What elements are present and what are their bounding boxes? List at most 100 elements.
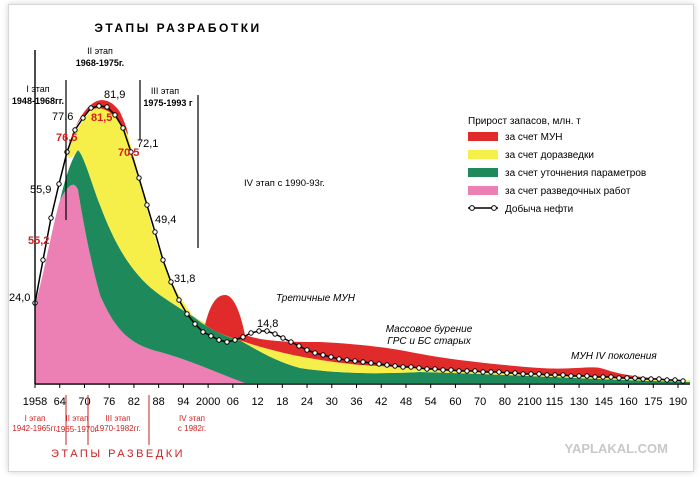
production-marker bbox=[232, 337, 238, 343]
legend-label: Добыча нефти bbox=[505, 203, 573, 215]
production-marker bbox=[360, 359, 366, 365]
watermark: YAPLAKAL.COM bbox=[564, 441, 668, 456]
production-marker bbox=[56, 181, 62, 187]
production-marker bbox=[568, 373, 574, 379]
production-marker bbox=[48, 215, 54, 221]
legend-swatch bbox=[468, 132, 498, 141]
exploration-stage-2-name: II этап bbox=[66, 414, 89, 423]
production-marker bbox=[440, 367, 446, 373]
x-tick-label: 160 bbox=[619, 396, 637, 408]
annotation-tertiary-mun: Третичные МУН bbox=[276, 293, 356, 304]
chart-title: ЭТАПЫ РАЗРАБОТКИ bbox=[94, 21, 261, 35]
production-marker bbox=[368, 360, 374, 366]
production-marker bbox=[432, 366, 438, 372]
x-tick-label: 130 bbox=[570, 396, 588, 408]
production-marker bbox=[392, 363, 398, 369]
production-marker bbox=[336, 356, 342, 362]
production-marker bbox=[480, 369, 486, 375]
production-marker bbox=[96, 103, 102, 109]
production-marker bbox=[312, 350, 318, 356]
x-tick-label: 82 bbox=[128, 396, 140, 408]
x-tick-label: 76 bbox=[103, 396, 115, 408]
production-marker bbox=[144, 202, 150, 208]
legend-label: за счет доразведки bbox=[505, 150, 594, 161]
production-marker bbox=[120, 125, 126, 131]
production-marker bbox=[136, 175, 142, 181]
x-tick-label: 2100 bbox=[517, 396, 541, 408]
exploration-stage-1-years: 1942-1965гг. bbox=[12, 424, 57, 433]
x-tick-label: 48 bbox=[400, 396, 412, 408]
dev-stage-2-years: 1968-1975г. bbox=[76, 58, 124, 68]
legend: за счет МУН за счет доразведки за счет уто… bbox=[468, 132, 646, 215]
production-marker bbox=[352, 358, 358, 364]
production-marker bbox=[128, 149, 134, 155]
production-marker bbox=[208, 333, 214, 339]
production-marker bbox=[80, 115, 86, 121]
production-marker bbox=[272, 331, 278, 337]
x-tick-label: 42 bbox=[375, 396, 387, 408]
production-marker bbox=[240, 334, 246, 340]
exploration-stage-2-years: 1965-1970г bbox=[56, 425, 97, 434]
production-line bbox=[34, 105, 684, 382]
production-marker bbox=[640, 376, 646, 382]
production-marker bbox=[584, 373, 590, 379]
exploration-stage-4-years: с 1982г. bbox=[178, 424, 206, 433]
legend-label: за счет разведочных работ bbox=[505, 185, 631, 197]
x-tick-label: 30 bbox=[326, 396, 338, 408]
production-marker bbox=[560, 372, 566, 378]
production-marker bbox=[656, 376, 662, 382]
production-marker bbox=[224, 339, 230, 345]
x-tick-label: 70 bbox=[474, 396, 486, 408]
production-marker bbox=[512, 370, 518, 376]
production-marker bbox=[424, 366, 430, 372]
production-marker bbox=[184, 311, 190, 317]
x-tick-label: 70 bbox=[78, 396, 90, 408]
legend-marker bbox=[491, 205, 497, 211]
annotation-mass-drilling: Массовое бурение bbox=[386, 323, 473, 335]
production-marker bbox=[400, 364, 406, 370]
production-marker bbox=[552, 372, 558, 378]
production-marker bbox=[536, 371, 542, 377]
dev-stage-2-name: II этап bbox=[87, 46, 113, 56]
x-tick-label: 115 bbox=[546, 396, 564, 408]
production-marker bbox=[40, 257, 46, 263]
legend-swatch bbox=[468, 186, 498, 195]
legend-label: за счет уточнения параметров bbox=[505, 168, 646, 179]
x-tick-label: 145 bbox=[595, 396, 613, 408]
production-marker bbox=[448, 367, 454, 373]
series-area-razvedka bbox=[35, 184, 245, 383]
production-marker bbox=[280, 335, 286, 341]
x-tick-label: 2000 bbox=[196, 396, 220, 408]
production-marker bbox=[192, 321, 198, 327]
production-marker bbox=[288, 339, 294, 345]
production-label-49-4: 49,4 bbox=[155, 214, 176, 226]
production-marker bbox=[496, 369, 502, 375]
production-marker bbox=[608, 374, 614, 380]
x-tick-label: 94 bbox=[177, 396, 189, 408]
production-marker bbox=[648, 376, 654, 382]
x-tick-label: 24 bbox=[301, 396, 313, 408]
reserve-label-76-5: 76,5 bbox=[56, 132, 77, 144]
production-marker bbox=[376, 361, 382, 367]
production-marker bbox=[416, 365, 422, 371]
production-marker bbox=[632, 375, 638, 381]
x-tick-label: 36 bbox=[350, 396, 362, 408]
x-tick-label: 06 bbox=[227, 396, 239, 408]
legend-title: Прирост запасов, млн. т bbox=[468, 116, 581, 127]
production-marker bbox=[216, 337, 222, 343]
reserve-label-55-2: 55,2 bbox=[28, 235, 49, 247]
production-marker bbox=[600, 374, 606, 380]
exploration-stage-3-name: III этап bbox=[105, 414, 130, 423]
production-marker bbox=[152, 229, 158, 235]
production-marker bbox=[112, 112, 118, 118]
production-marker bbox=[264, 328, 270, 334]
production-label-77-6: 77,6 bbox=[52, 111, 73, 123]
x-tick-label: 175 bbox=[644, 396, 662, 408]
dev-stage-1-name: I этап bbox=[26, 84, 49, 94]
production-marker bbox=[616, 375, 622, 381]
production-marker bbox=[88, 105, 94, 111]
reserve-label-81-5: 81,5 bbox=[91, 112, 112, 124]
production-label-55-9: 55,9 bbox=[30, 184, 51, 196]
production-label-14-8: 14,8 bbox=[257, 318, 278, 330]
